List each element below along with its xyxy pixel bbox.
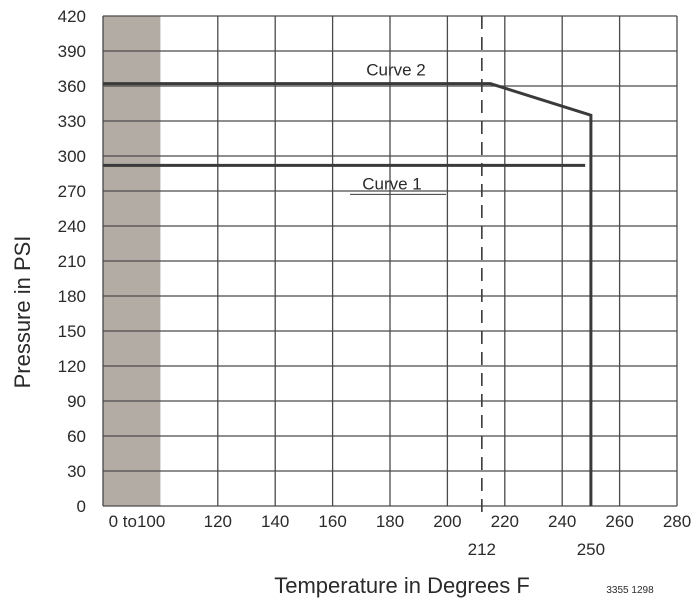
- x-tick-label-6: 220: [491, 512, 519, 531]
- curve-2-label: Curve 2: [366, 61, 426, 80]
- y-tick-label-14: 420: [58, 7, 86, 26]
- y-tick-label-7: 210: [58, 252, 86, 271]
- y-tick-label-1: 30: [67, 462, 86, 481]
- y-tick-label-3: 90: [67, 392, 86, 411]
- y-tick-label-11: 330: [58, 112, 86, 131]
- curve-1-label: Curve 1: [362, 174, 422, 193]
- x-tick-label-3: 160: [318, 512, 346, 531]
- x-tick-label-0: 0 to100: [109, 512, 166, 531]
- series-layer: [103, 82, 593, 506]
- x-tick-label-5: 200: [433, 512, 461, 531]
- y-axis-title: Pressure in PSI: [10, 236, 35, 389]
- x-tick-label-8: 260: [605, 512, 633, 531]
- label-layer: 0 30 60 90 120 150 180 210 240 270 300 330 360 390 420…: [58, 7, 692, 531]
- y-tick-label-4: 120: [58, 357, 86, 376]
- y-tick-label-9: 270: [58, 182, 86, 201]
- x-tick-label-2: 140: [261, 512, 289, 531]
- y-tick-label-10: 300: [58, 147, 86, 166]
- x-tick-label-7: 240: [548, 512, 576, 531]
- series-line-1: [103, 82, 593, 506]
- y-tick-label-0: 0: [77, 497, 86, 516]
- y-tick-label-12: 360: [58, 77, 86, 96]
- x-tick-label-1: 120: [204, 512, 232, 531]
- annotation-layer: 212 250: [468, 16, 605, 559]
- annotation-label-212: 212: [468, 540, 496, 559]
- y-tick-label-13: 390: [58, 42, 86, 61]
- x-tick-label-4: 180: [376, 512, 404, 531]
- y-tick-label-5: 150: [58, 322, 86, 341]
- x-tick-label-9: 280: [663, 512, 691, 531]
- grid-layer: [102, 15, 678, 507]
- y-tick-label-8: 240: [58, 217, 86, 236]
- y-tick-label-2: 60: [67, 427, 86, 446]
- figure-code: 3355 1298: [606, 585, 654, 596]
- annotation-label-250: 250: [577, 540, 605, 559]
- y-tick-label-6: 180: [58, 287, 86, 306]
- x-axis-title: Temperature in Degrees F: [274, 573, 530, 598]
